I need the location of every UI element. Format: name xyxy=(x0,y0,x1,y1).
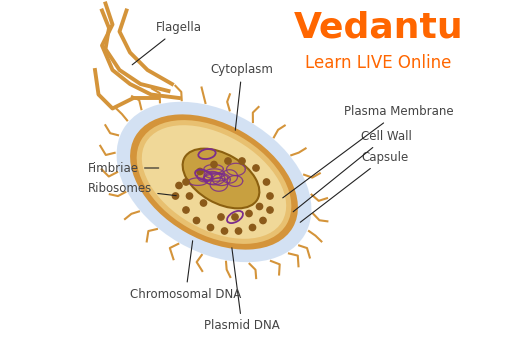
Circle shape xyxy=(186,193,193,199)
Circle shape xyxy=(249,224,255,231)
Ellipse shape xyxy=(142,125,286,239)
Text: Capsule: Capsule xyxy=(300,151,408,222)
Circle shape xyxy=(200,200,207,206)
Circle shape xyxy=(207,224,214,231)
Circle shape xyxy=(236,228,242,234)
Text: Vedantu: Vedantu xyxy=(294,11,463,45)
Circle shape xyxy=(263,179,270,185)
Text: Learn LIVE Online: Learn LIVE Online xyxy=(305,54,452,72)
Circle shape xyxy=(197,168,203,175)
Text: Cell Wall: Cell Wall xyxy=(293,130,412,212)
Text: Fimbriae: Fimbriae xyxy=(88,161,159,175)
Circle shape xyxy=(239,158,245,164)
Circle shape xyxy=(253,165,259,171)
Circle shape xyxy=(246,210,252,217)
Circle shape xyxy=(260,217,266,224)
Circle shape xyxy=(176,182,182,189)
Text: Plasma Membrane: Plasma Membrane xyxy=(283,105,453,198)
Circle shape xyxy=(183,207,189,213)
Text: Ribosomes: Ribosomes xyxy=(88,182,176,196)
Circle shape xyxy=(267,207,273,213)
Circle shape xyxy=(183,179,189,185)
Circle shape xyxy=(221,228,228,234)
Circle shape xyxy=(232,214,238,220)
Text: Flagella: Flagella xyxy=(132,21,202,65)
Text: Cytoplasm: Cytoplasm xyxy=(210,63,273,130)
Circle shape xyxy=(267,193,273,199)
Text: Chromosomal DNA: Chromosomal DNA xyxy=(130,241,241,301)
Ellipse shape xyxy=(117,102,311,262)
Circle shape xyxy=(173,193,179,199)
Circle shape xyxy=(257,203,263,210)
Circle shape xyxy=(225,158,231,164)
Circle shape xyxy=(194,217,200,224)
Ellipse shape xyxy=(183,149,260,208)
Text: Plasmid DNA: Plasmid DNA xyxy=(204,248,280,332)
Ellipse shape xyxy=(137,120,291,244)
Ellipse shape xyxy=(130,114,298,250)
Circle shape xyxy=(218,214,224,220)
Circle shape xyxy=(211,161,217,168)
